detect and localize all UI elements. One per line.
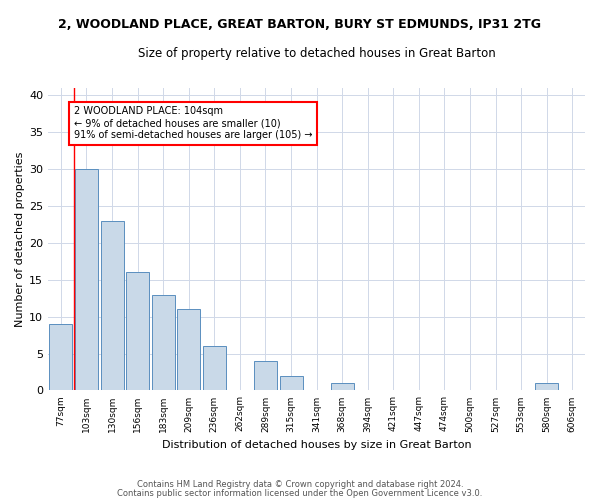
- Bar: [152, 294, 175, 390]
- Bar: [254, 361, 277, 390]
- Y-axis label: Number of detached properties: Number of detached properties: [15, 152, 25, 327]
- Bar: [203, 346, 226, 391]
- X-axis label: Distribution of detached houses by size in Great Barton: Distribution of detached houses by size …: [162, 440, 472, 450]
- Bar: [101, 221, 124, 390]
- Text: Contains public sector information licensed under the Open Government Licence v3: Contains public sector information licen…: [118, 488, 482, 498]
- Bar: [126, 272, 149, 390]
- Text: Contains HM Land Registry data © Crown copyright and database right 2024.: Contains HM Land Registry data © Crown c…: [137, 480, 463, 489]
- Title: Size of property relative to detached houses in Great Barton: Size of property relative to detached ho…: [138, 48, 496, 60]
- Bar: [331, 383, 353, 390]
- Bar: [177, 310, 200, 390]
- Bar: [49, 324, 73, 390]
- Bar: [75, 169, 98, 390]
- Text: 2, WOODLAND PLACE, GREAT BARTON, BURY ST EDMUNDS, IP31 2TG: 2, WOODLAND PLACE, GREAT BARTON, BURY ST…: [59, 18, 542, 30]
- Bar: [535, 383, 558, 390]
- Text: 2 WOODLAND PLACE: 104sqm
← 9% of detached houses are smaller (10)
91% of semi-de: 2 WOODLAND PLACE: 104sqm ← 9% of detache…: [74, 106, 312, 140]
- Bar: [280, 376, 302, 390]
